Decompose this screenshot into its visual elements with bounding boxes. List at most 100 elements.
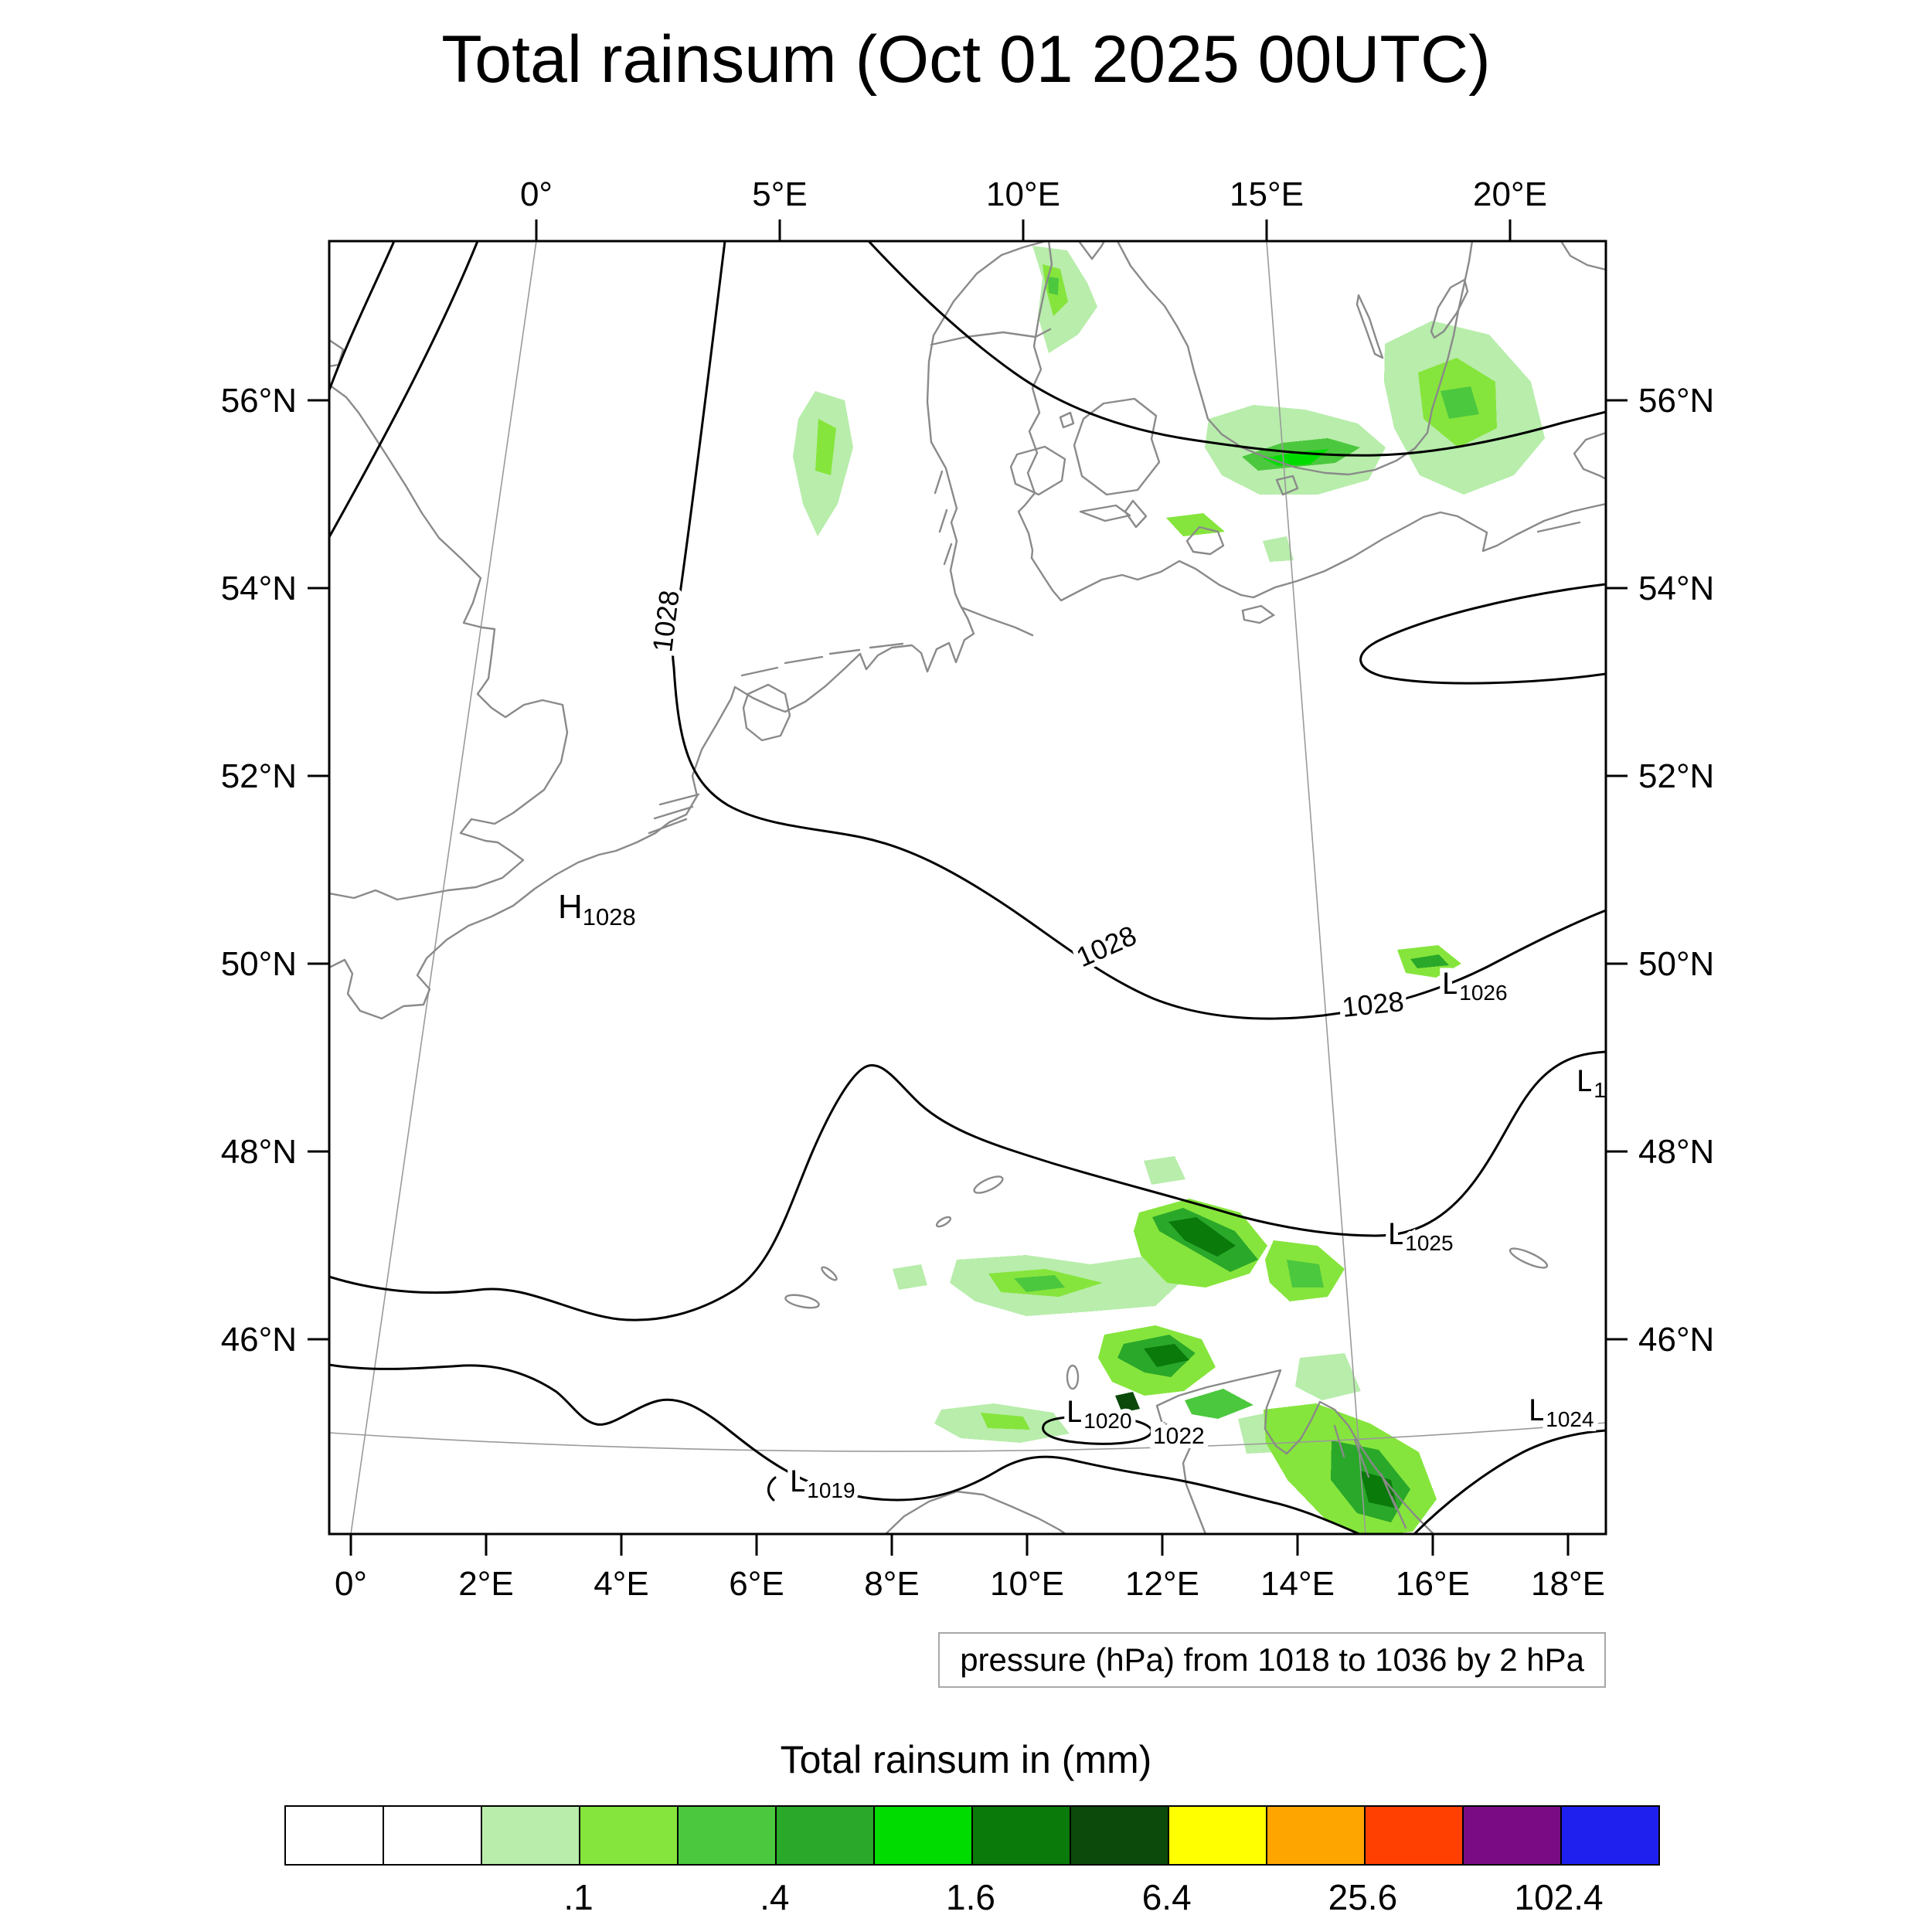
pressure-label: L1025 [1388, 1217, 1454, 1255]
pressure-label: 1028 [1341, 985, 1406, 1023]
rain-area [1295, 1353, 1361, 1400]
meridian-15E [1266, 241, 1366, 1534]
colorbar-label: .4 [760, 1877, 790, 1917]
coastline-zeeland-islands [648, 793, 700, 835]
pressure-caption-box: pressure (hPa) from 1018 to 1036 by 2 hP… [938, 1632, 1606, 1688]
pressure-label: L1026 [1442, 967, 1508, 1005]
lake-ijsselmeer [742, 683, 791, 742]
coastline-gdansk-bay [1481, 502, 1606, 553]
rain-area [1144, 1344, 1189, 1367]
rain-area [1263, 536, 1294, 562]
colorbar-cell [482, 1807, 580, 1864]
tick-label-top: 5°E [752, 175, 807, 213]
colorbar [284, 1805, 1660, 1866]
island-sjaelland [1073, 397, 1161, 496]
rain-area [1014, 1275, 1065, 1292]
pressure-label: L1024 [1529, 1393, 1594, 1431]
coastline-vistula-spit [1536, 521, 1581, 533]
colorbar-label: 25.6 [1328, 1877, 1398, 1917]
rain-area [1144, 1156, 1185, 1185]
coastline-hel-spit [1456, 515, 1488, 534]
rain-area [1048, 277, 1059, 295]
coastline-scotland-corner [329, 338, 345, 368]
pressure-label: L1019 [790, 1464, 855, 1502]
rain-layer [793, 246, 1545, 1534]
rain-area [1440, 386, 1479, 419]
colorbar-cell [580, 1807, 679, 1864]
isobar-1028 [671, 241, 1606, 1020]
map-border [328, 240, 1607, 1536]
pressure-label: 1022 [1153, 1423, 1205, 1449]
coastline-po-delta [1176, 1428, 1197, 1447]
colorbar-cell [1366, 1807, 1464, 1864]
coastline-baltic-northeast [1560, 241, 1606, 271]
coastline-liguria [884, 1490, 1067, 1534]
colorbar-cell [1169, 1807, 1267, 1864]
parallel-45N [329, 1422, 1606, 1452]
isobar [767, 1476, 777, 1502]
island-ruegen [1185, 526, 1225, 556]
tick-label-right: 46°N [1638, 1321, 1714, 1359]
coastline-adriatic [1155, 1369, 1435, 1534]
pressure-label: L1020 [1066, 1395, 1132, 1433]
rain-area [981, 1413, 1030, 1430]
isobar [329, 1050, 1606, 1321]
tick-label-bottom: 10°E [990, 1565, 1064, 1603]
lake-geneva [784, 1294, 820, 1309]
axis-tick-labels: 0° 5°E 10°E 15°E 20°E 0° 2°E 4°E 6°E 8°E 10°E 12°E 1… [221, 175, 1715, 1603]
rain-area [893, 1264, 927, 1290]
tick-label-bottom: 8°E [864, 1565, 919, 1603]
tick-label-top: 0° [520, 175, 553, 213]
axis-ticks [308, 219, 1628, 1556]
isobar [1413, 1429, 1606, 1534]
isobar [329, 241, 396, 392]
tick-label-left: 46°N [221, 1321, 297, 1359]
coastline-sweden [1116, 241, 1474, 476]
tick-label-bottom: 16°E [1396, 1565, 1470, 1603]
tick-label-right: 56°N [1638, 382, 1714, 420]
lake-zurich [935, 1216, 952, 1228]
tick-label-left: 54°N [221, 570, 297, 607]
lake-constance [973, 1175, 1004, 1194]
tick-label-left: 50°N [221, 945, 297, 983]
colorbar-cell [1071, 1807, 1169, 1864]
colorbar-labels: .1 .4 1.6 6.4 25.6 102.4 [284, 1876, 1657, 1926]
rain-area [1410, 954, 1449, 968]
colorbar-cell [384, 1807, 482, 1864]
isobar-layer [329, 241, 1606, 1534]
pressure-caption-text: pressure (hPa) from 1018 to 1036 by 2 hP… [960, 1641, 1584, 1678]
tick-label-top: 10°E [986, 175, 1060, 213]
rain-area [1360, 1471, 1397, 1509]
tick-label-right: 50°N [1638, 945, 1714, 983]
colorbar-cell [777, 1807, 875, 1864]
coastline-britain [329, 383, 569, 901]
tick-label-right: 52°N [1638, 757, 1714, 795]
island-samso [1059, 411, 1075, 429]
coastline-northfrisian-islands [934, 470, 953, 566]
coastline-jutland-west [926, 241, 1047, 510]
pressure-label: H1028 [558, 888, 636, 930]
tick-label-bottom: 12°E [1125, 1565, 1199, 1603]
tick-label-bottom: 4°E [594, 1565, 648, 1603]
islands-croatia [1333, 1424, 1407, 1529]
colorbar-label: .1 [563, 1877, 594, 1917]
pressure-label: 1028 [646, 588, 685, 653]
pressure-label-layer: 1028 H1028 1028 1028 L1026 L10 L1025 L1024 L1020… [553, 583, 1617, 1507]
island-fyn [1009, 445, 1066, 496]
rain-area [1115, 1392, 1140, 1413]
island-gotland [1430, 278, 1469, 339]
coastline-oslofjord [1077, 241, 1106, 260]
pressure-label: L10 [1577, 1064, 1617, 1102]
tick-label-top: 20°E [1473, 175, 1547, 213]
graticule-layer [329, 241, 1606, 1534]
lake-balaton [1509, 1247, 1549, 1269]
coastline-continent-northsea [554, 507, 975, 876]
colorbar-label: 1.6 [946, 1877, 995, 1917]
rain-area [1287, 1260, 1324, 1287]
isobar [329, 241, 479, 539]
rain-area [1166, 513, 1225, 536]
colorbar-label: 102.4 [1514, 1877, 1604, 1917]
colorbar-cell [1267, 1807, 1366, 1864]
tick-label-right: 54°N [1638, 570, 1714, 607]
tick-label-bottom: 2°E [458, 1565, 513, 1603]
